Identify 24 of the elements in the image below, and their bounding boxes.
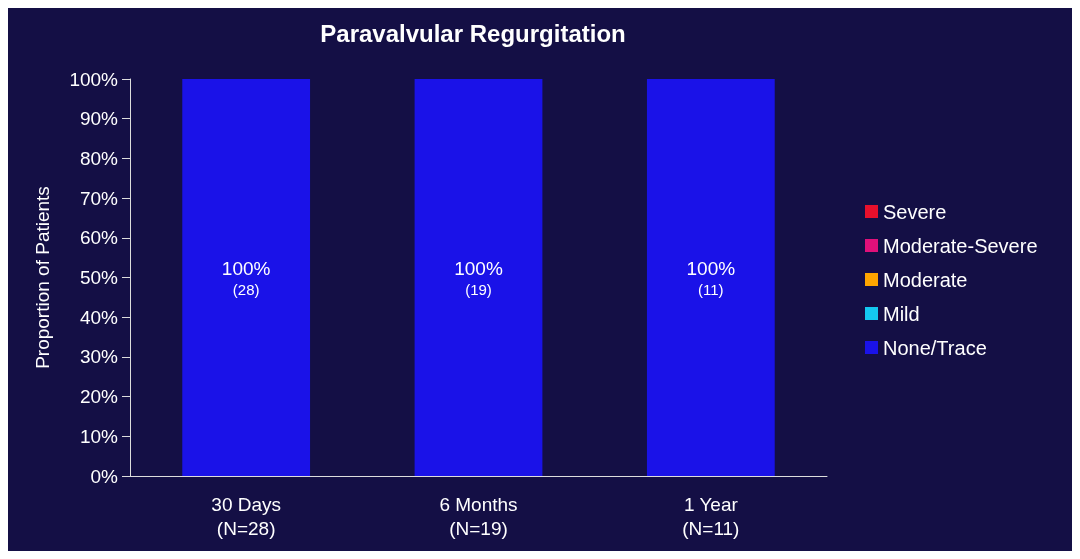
data-label: 100% (11)	[686, 258, 736, 298]
legend-label: Severe	[883, 200, 947, 223]
y-tick-label: 70%	[79, 187, 119, 209]
y-tick-label: 10%	[79, 425, 119, 447]
x-tick-label: 6 Months (N=19)	[439, 493, 518, 539]
legend-label: Mild	[883, 302, 920, 325]
y-tick-label: 60%	[79, 227, 119, 249]
y-tick-label: 40%	[79, 306, 119, 328]
legend-label: None/Trace	[883, 336, 987, 359]
chart-title: Paravalvular Regurgitation	[320, 19, 626, 47]
y-tick-label: 30%	[79, 346, 119, 368]
data-label: 100% (19)	[454, 258, 503, 298]
legend-label: Moderate	[883, 268, 968, 291]
y-tick-label: 80%	[79, 147, 119, 169]
y-tick-label: 100%	[69, 68, 119, 90]
legend-label: Moderate-Severe	[883, 234, 1038, 257]
y-tick-label: 0%	[90, 465, 119, 487]
x-tick-label: 1 Year (N=11)	[682, 493, 740, 539]
y-axis-title: Proportion of Patients	[32, 186, 53, 369]
data-label: 100% (28)	[221, 258, 271, 298]
y-tick-label: 20%	[79, 386, 119, 408]
y-tick-label: 50%	[79, 267, 119, 288]
y-tick-label: 90%	[79, 108, 119, 130]
x-tick-label: 30 Days (N=28)	[211, 493, 282, 539]
